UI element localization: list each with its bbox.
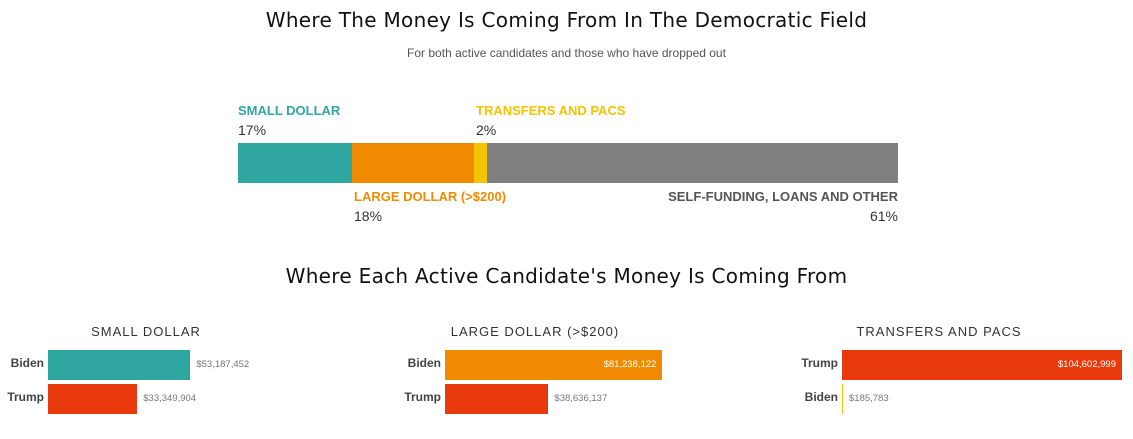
- candidate-bar: [445, 384, 549, 414]
- section-heading: Where Each Active Candidate's Money Is C…: [285, 264, 848, 288]
- stacked-segment-2: [473, 143, 488, 183]
- seg-pct-self-funding: 61%: [869, 208, 898, 224]
- candidate-name: Biden: [10, 356, 44, 370]
- stacked-segment-0: [238, 143, 353, 183]
- bar-value-label: $33,349,904: [143, 393, 197, 404]
- seg-label-small-dollar: SMALL DOLLAR: [238, 103, 341, 118]
- candidate-bar: [48, 350, 191, 380]
- seg-label-large-dollar: LARGE DOLLAR (>$200): [354, 189, 507, 204]
- seg-label-self-funding: SELF-FUNDING, LOANS AND OTHER: [668, 189, 898, 204]
- bar-value-label: $81,238,122: [603, 359, 657, 370]
- candidate-name: Biden: [407, 356, 441, 370]
- chart-subtitle: For both active candidates and those who…: [407, 46, 726, 60]
- candidate-bar: [842, 384, 843, 414]
- seg-pct-large-dollar: 18%: [354, 208, 383, 224]
- panel-title-2: TRANSFERS AND PACS: [856, 324, 1022, 339]
- panel-title-1: LARGE DOLLAR (>$200): [450, 324, 620, 339]
- seg-label-transfers-pacs: TRANSFERS AND PACS: [476, 103, 626, 118]
- candidate-name: Trump: [7, 390, 44, 404]
- bar-value-label: $104,602,999: [1057, 359, 1116, 370]
- candidate-bar: [48, 384, 138, 414]
- bar-value-label: $185,783: [849, 393, 889, 404]
- seg-pct-small-dollar: 17%: [238, 122, 267, 138]
- seg-pct-transfers-pacs: 2%: [476, 122, 497, 138]
- candidate-name: Biden: [804, 390, 838, 404]
- stacked-bar: [238, 143, 898, 183]
- candidate-bar: [445, 350, 663, 380]
- panel-title-0: SMALL DOLLAR: [91, 324, 201, 339]
- candidate-name: Trump: [801, 356, 838, 370]
- stacked-segment-3: [487, 143, 898, 183]
- bar-value-label: $53,187,452: [196, 359, 250, 370]
- stacked-segment-1: [352, 143, 474, 183]
- chart-title: Where The Money Is Coming From In The De…: [265, 8, 868, 32]
- candidate-bar: [842, 350, 1122, 380]
- bar-value-label: $38,636,137: [554, 393, 608, 404]
- candidate-name: Trump: [404, 390, 441, 404]
